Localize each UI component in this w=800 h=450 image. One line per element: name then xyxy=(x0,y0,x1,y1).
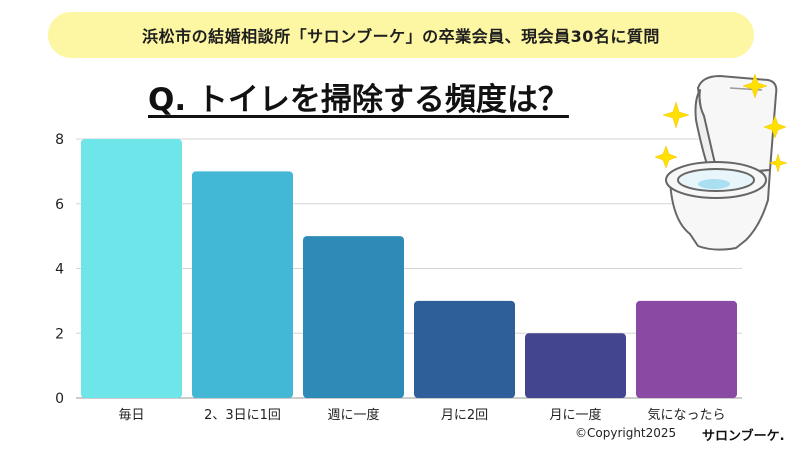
y-tick-label: 0 xyxy=(55,391,64,407)
bar xyxy=(414,300,515,398)
toilet-icon xyxy=(665,75,778,251)
x-tick-label: 気になったら xyxy=(647,407,725,423)
x-tick-label: 週に一度 xyxy=(327,407,379,423)
y-tick-label: 8 xyxy=(55,132,64,148)
y-tick-label: 2 xyxy=(55,326,64,342)
survey-banner: 浜松市の結婚相談所「サロンブーケ」の卒業会員、現会員30名に質問 xyxy=(48,12,754,58)
x-tick-label: 2、3日に1回 xyxy=(204,408,281,423)
y-tick-label: 6 xyxy=(55,197,64,213)
question-title: Q. トイレを掃除する頻度は？ xyxy=(148,82,569,118)
bar xyxy=(303,236,404,398)
x-tick-label: 月に2回 xyxy=(441,408,488,423)
brand-name: サロンブーケ. xyxy=(702,429,785,444)
bar xyxy=(192,171,293,398)
bar xyxy=(81,139,182,398)
copyright-text: ©Copyright2025 xyxy=(575,426,677,440)
y-tick-label: 4 xyxy=(55,262,64,278)
banner-text: 浜松市の結婚相談所「サロンブーケ」の卒業会員、現会員30名に質問 xyxy=(142,27,660,46)
bar xyxy=(636,300,737,398)
bar xyxy=(525,333,626,398)
x-tick-label: 月に一度 xyxy=(549,407,601,423)
x-tick-label: 毎日 xyxy=(118,407,144,423)
